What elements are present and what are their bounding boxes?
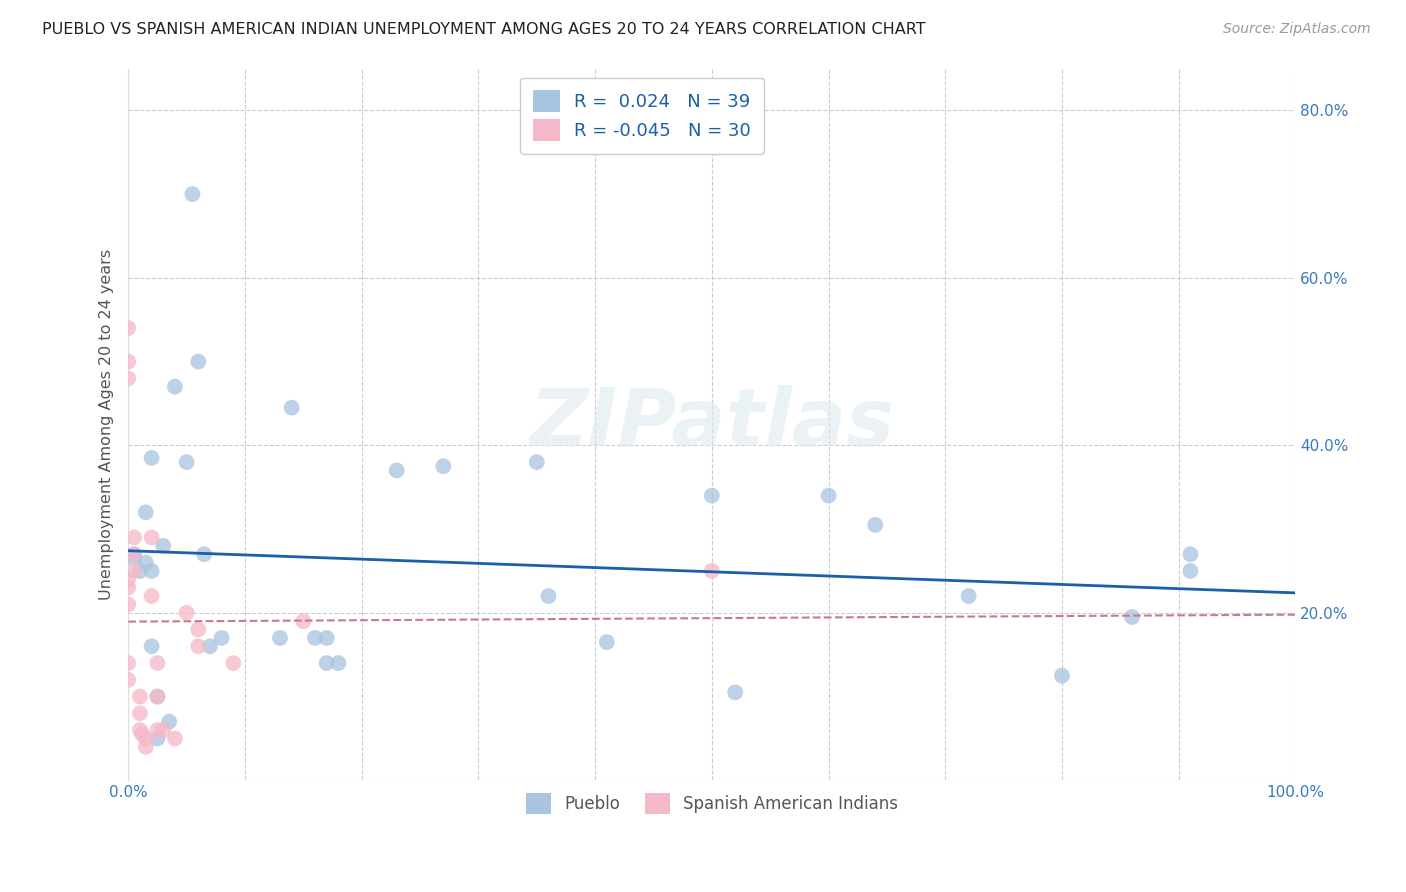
Point [163,731,186,746]
Text: Source: ZipAtlas.com: Source: ZipAtlas.com [1223,22,1371,37]
Point [117,673,139,687]
Point [122,564,145,578]
Point [141,450,163,465]
Point [141,531,163,545]
Point [292,614,315,628]
Point [176,455,198,469]
Point [141,640,163,654]
Point [724,685,747,699]
Point [152,723,174,737]
Point [146,731,169,746]
Point [211,631,233,645]
Point [117,598,139,612]
Point [304,631,326,645]
Point [146,656,169,670]
Point [198,640,221,654]
Point [131,727,153,741]
Point [117,371,139,385]
Point [187,640,209,654]
Point [957,589,980,603]
Point [1180,564,1202,578]
Point [129,690,152,704]
Point [181,187,204,202]
Text: ZIPatlas: ZIPatlas [529,385,894,464]
Point [315,631,337,645]
Point [135,731,157,746]
Y-axis label: Unemployment Among Ages 20 to 24 years: Unemployment Among Ages 20 to 24 years [100,249,114,600]
Point [157,714,180,729]
Point [865,517,887,532]
Point [269,631,291,645]
Point [700,564,723,578]
Point [1050,668,1073,682]
Point [146,690,169,704]
Point [117,354,139,368]
Point [163,380,186,394]
Legend: Pueblo, Spanish American Indians: Pueblo, Spanish American Indians [515,781,910,825]
Point [700,489,723,503]
Point [122,551,145,566]
Point [117,656,139,670]
Point [1121,610,1143,624]
Point [1180,547,1202,561]
Point [122,547,145,561]
Point [141,589,163,603]
Point [135,556,157,570]
Point [187,354,209,368]
Point [122,547,145,561]
Point [596,635,619,649]
Point [176,606,198,620]
Point [432,459,454,474]
Point [152,539,174,553]
Point [187,623,209,637]
Text: PUEBLO VS SPANISH AMERICAN INDIAN UNEMPLOYMENT AMONG AGES 20 TO 24 YEARS CORRELA: PUEBLO VS SPANISH AMERICAN INDIAN UNEMPL… [42,22,925,37]
Point [328,656,350,670]
Point [537,589,560,603]
Point [146,723,169,737]
Point [129,564,152,578]
Point [817,489,839,503]
Point [122,531,145,545]
Point [385,463,408,477]
Point [526,455,548,469]
Point [117,572,139,586]
Point [135,505,157,519]
Point [193,547,215,561]
Point [117,321,139,335]
Point [129,706,152,721]
Point [135,739,157,754]
Point [141,564,163,578]
Point [315,656,337,670]
Point [117,581,139,595]
Point [222,656,245,670]
Point [146,690,169,704]
Point [280,401,302,415]
Point [129,723,152,737]
